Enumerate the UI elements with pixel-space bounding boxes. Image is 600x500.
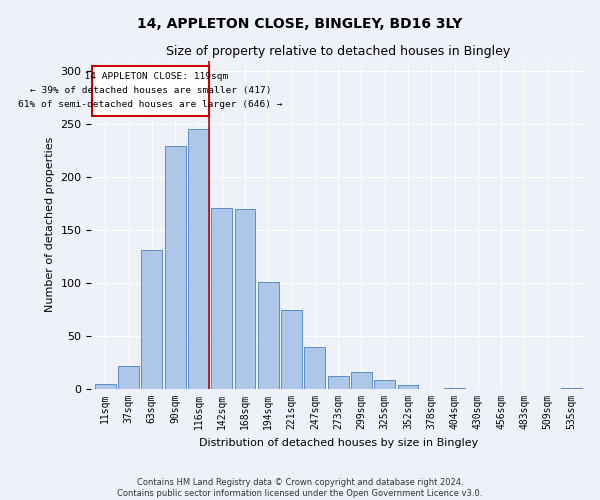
Bar (188, 130, 209, 389)
Bar (258, 282, 279, 389)
Bar (560, 388, 581, 389)
Bar (235, 209, 256, 389)
Bar (304, 346, 325, 389)
Bar (142, 250, 163, 389)
Bar (351, 372, 372, 389)
Bar (164, 146, 185, 389)
Text: 14, APPLETON CLOSE, BINGLEY, BD16 3LY: 14, APPLETON CLOSE, BINGLEY, BD16 3LY (137, 18, 463, 32)
Bar (118, 366, 139, 389)
Bar (92, 66, 209, 116)
Title: Size of property relative to detached houses in Bingley: Size of property relative to detached ho… (166, 45, 510, 58)
Bar (398, 385, 418, 389)
Text: 14 APPLETON CLOSE: 119sqm
← 39% of detached houses are smaller (417)
61% of semi: 14 APPLETON CLOSE: 119sqm ← 39% of detac… (19, 72, 283, 109)
Bar (281, 310, 302, 389)
X-axis label: Distribution of detached houses by size in Bingley: Distribution of detached houses by size … (199, 438, 478, 448)
Bar (328, 376, 349, 389)
Bar (374, 380, 395, 389)
Y-axis label: Number of detached properties: Number of detached properties (45, 137, 55, 312)
Bar (95, 384, 116, 389)
Bar (444, 388, 465, 389)
Text: Contains HM Land Registry data © Crown copyright and database right 2024.
Contai: Contains HM Land Registry data © Crown c… (118, 478, 482, 498)
Bar (211, 208, 232, 389)
